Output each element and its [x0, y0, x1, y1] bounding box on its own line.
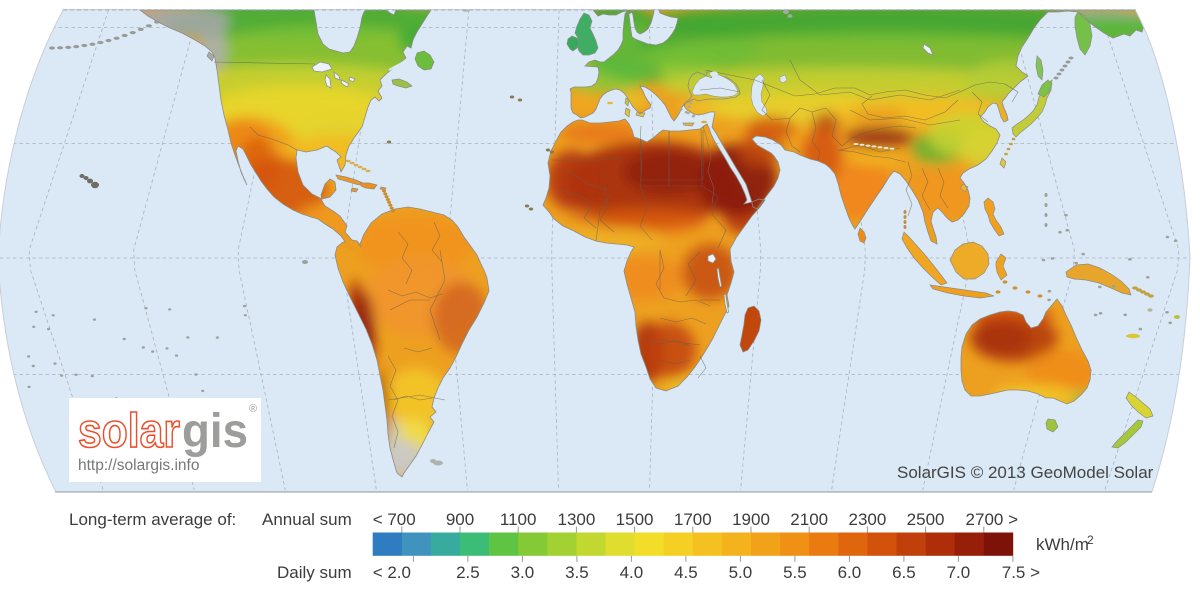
svg-text:3.5: 3.5: [565, 563, 589, 582]
svg-text:Daily sum: Daily sum: [277, 563, 352, 582]
svg-text:1300: 1300: [557, 510, 595, 529]
svg-text:2500: 2500: [907, 510, 945, 529]
svg-text:2700 >: 2700 >: [966, 510, 1019, 529]
svg-text:7.5 >: 7.5 >: [1002, 563, 1040, 582]
svg-text:1100: 1100: [500, 510, 537, 529]
svg-text:1500: 1500: [616, 510, 654, 529]
svg-text:Annual sum: Annual sum: [262, 510, 352, 529]
svg-text:< 2.0: < 2.0: [373, 563, 411, 582]
svg-text:2.5: 2.5: [456, 563, 480, 582]
svg-text:6.5: 6.5: [892, 563, 916, 582]
svg-text:3.0: 3.0: [511, 563, 535, 582]
svg-text:2100: 2100: [790, 510, 828, 529]
svg-text:2: 2: [1087, 533, 1094, 547]
svg-text:gis: gis: [182, 405, 248, 458]
svg-text:SolarGIS © 2013 GeoModel Solar: SolarGIS © 2013 GeoModel Solar: [897, 463, 1154, 482]
svg-text:900: 900: [446, 510, 474, 529]
svg-text:2300: 2300: [848, 510, 886, 529]
svg-text:http://solargis.info: http://solargis.info: [78, 457, 199, 474]
svg-text:1900: 1900: [732, 510, 770, 529]
svg-text:kWh/m: kWh/m: [1036, 535, 1089, 554]
svg-text:4.0: 4.0: [620, 563, 644, 582]
svg-text:7.0: 7.0: [947, 563, 971, 582]
svg-text:< 700: < 700: [373, 510, 416, 529]
svg-text:6.0: 6.0: [838, 563, 862, 582]
svg-text:5.0: 5.0: [729, 563, 753, 582]
svg-text:solar: solar: [78, 405, 180, 458]
svg-text:5.5: 5.5: [783, 563, 807, 582]
svg-text:4.5: 4.5: [674, 563, 698, 582]
svg-text:1700: 1700: [674, 510, 712, 529]
svg-text:®: ®: [249, 403, 257, 415]
svg-text:Long-term average of:: Long-term average of:: [69, 510, 236, 529]
